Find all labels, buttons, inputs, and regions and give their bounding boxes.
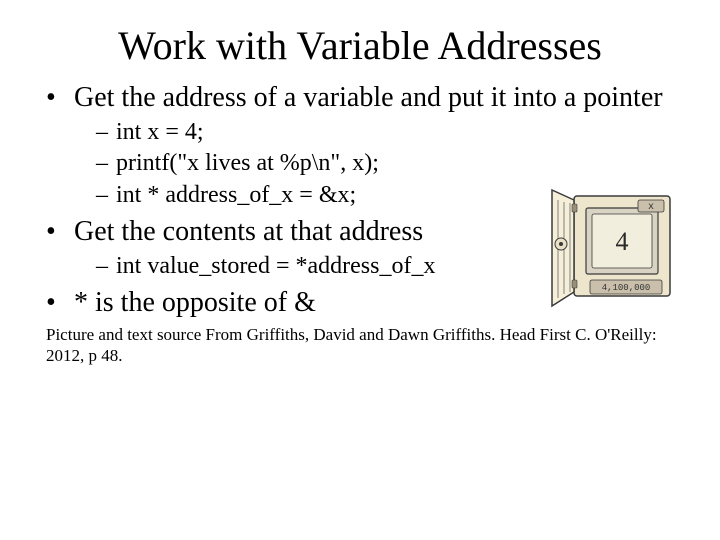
hinge-icon: [572, 280, 577, 288]
bullet-2-text: Get the contents at that address: [74, 216, 423, 247]
code-line: int value_stored = *address_of_x: [116, 253, 435, 279]
code-line: int * address_of_x = &x;: [116, 182, 356, 208]
bullet-1-sub-1: int x = 4;: [96, 117, 680, 148]
slide: Work with Variable Addresses Get the add…: [0, 0, 720, 540]
bullet-1-sub-2: printf("x lives at %p\n", x);: [96, 148, 680, 179]
slide-title: Work with Variable Addresses: [0, 0, 720, 81]
memory-locker-figure: x 4 4,100,000: [528, 188, 678, 318]
var-label-text: x: [648, 202, 654, 213]
door-dial-center-icon: [559, 242, 563, 246]
bullet-3-text: * is the opposite of &: [74, 287, 316, 318]
code-line: printf("x lives at %p\n", x);: [116, 150, 379, 176]
value-text: 4: [616, 227, 629, 256]
hinge-icon: [572, 204, 577, 212]
code-line: int x = 4;: [116, 119, 204, 145]
citation-text: Picture and text source From Griffiths, …: [0, 324, 720, 367]
address-text: 4,100,000: [602, 283, 651, 293]
memory-locker-svg: x 4 4,100,000: [528, 188, 678, 318]
bullet-1-text: Get the address of a variable and put it…: [74, 82, 663, 113]
